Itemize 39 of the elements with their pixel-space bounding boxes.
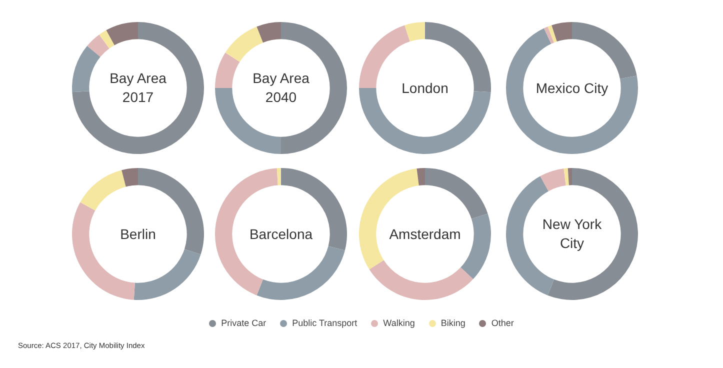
text: Berlin xyxy=(119,224,157,244)
donut-slice xyxy=(416,168,425,186)
text: Amsterdam xyxy=(388,224,462,244)
donut-slice xyxy=(225,26,264,62)
donut-slice xyxy=(256,22,281,43)
donut-slice xyxy=(276,168,281,186)
donut-slice xyxy=(404,22,425,42)
donut-slice xyxy=(87,34,110,57)
text: Bay Area 2017 xyxy=(108,69,168,107)
text: London xyxy=(400,78,450,98)
donut-slice xyxy=(215,52,240,88)
donut-slice xyxy=(72,22,204,154)
donut-slice xyxy=(544,26,554,44)
donut-slice xyxy=(564,168,569,186)
legend-label: Walking xyxy=(383,318,415,328)
legend-label: Biking xyxy=(440,318,466,328)
donut-slice xyxy=(552,22,572,42)
donut-slice xyxy=(425,168,488,219)
donut-slice xyxy=(506,28,638,154)
donut-slice xyxy=(369,260,474,300)
text: Barcelona xyxy=(248,224,314,244)
donut-slice xyxy=(80,170,126,210)
donut-slice xyxy=(572,22,637,79)
donut-slice xyxy=(548,25,557,43)
donut-slice xyxy=(99,30,114,48)
donut-slice xyxy=(568,168,572,186)
donut-slice xyxy=(540,168,566,192)
donut-slice xyxy=(72,46,100,92)
donut-slice xyxy=(134,249,201,300)
text: Bay Area 2040 xyxy=(252,69,310,107)
donut-slice xyxy=(122,168,138,187)
legend-label: Private Car xyxy=(221,318,266,328)
legend-label: Public Transport xyxy=(292,318,358,328)
text: New York City xyxy=(541,215,603,253)
donut-slice xyxy=(460,214,491,280)
legend-label: Other xyxy=(491,318,514,328)
text: Mexico City xyxy=(534,78,610,98)
donut-slice xyxy=(106,22,138,46)
donut-slice xyxy=(256,246,345,300)
